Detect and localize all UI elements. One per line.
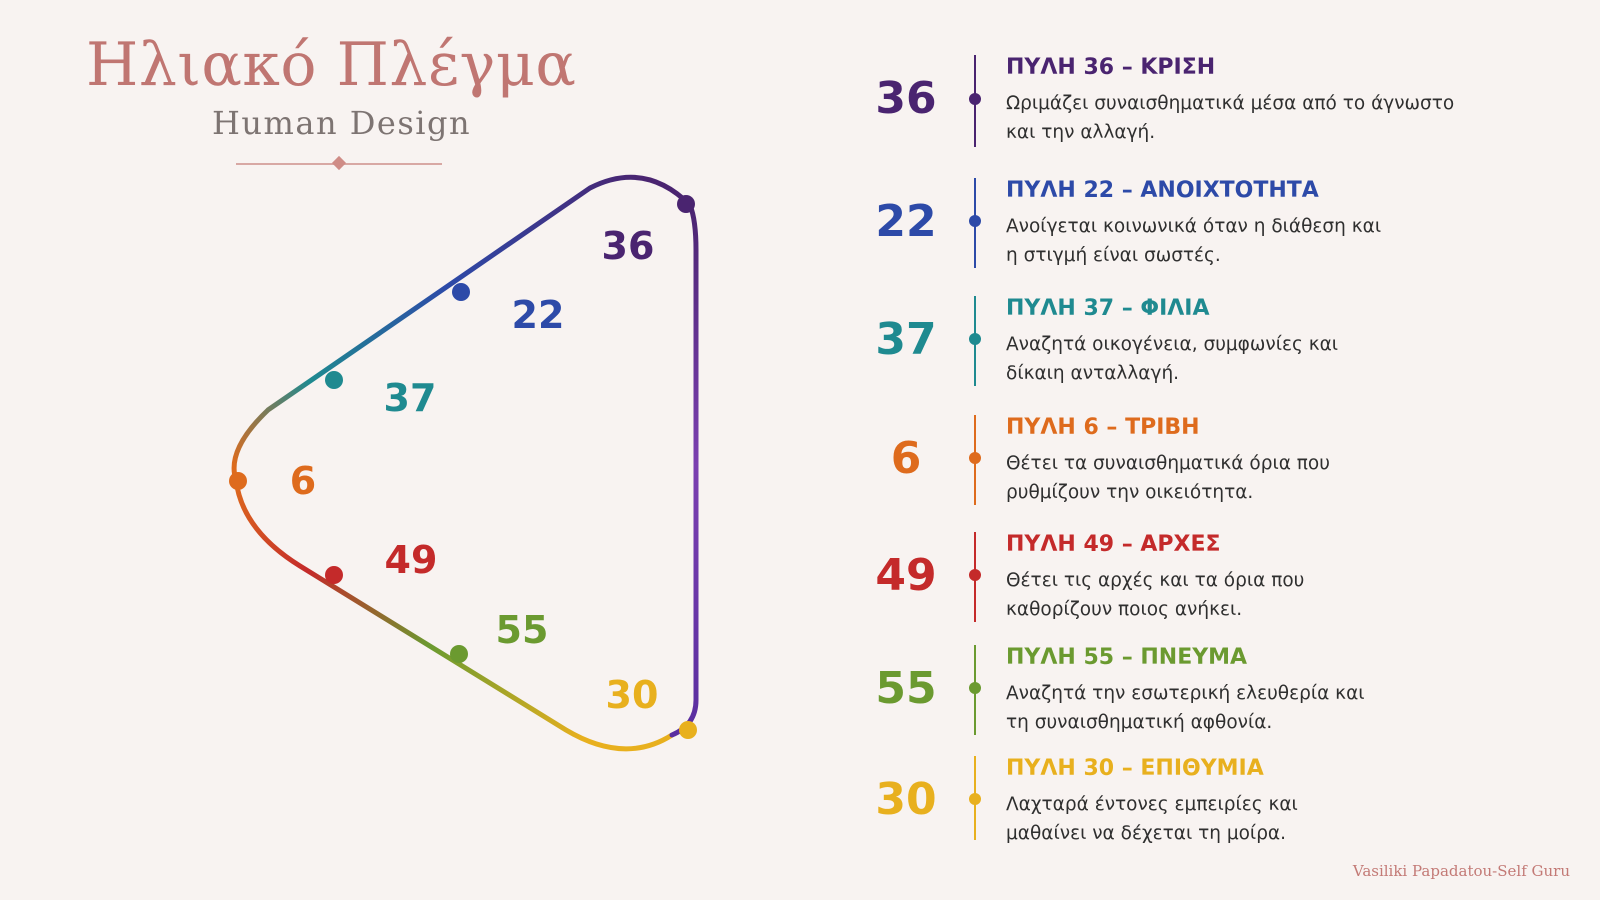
gate-description-line: ρυθμίζουν την οικειότητα. bbox=[1006, 482, 1254, 503]
diagram-label-37: 37 bbox=[384, 376, 437, 420]
diagram-edge-top bbox=[231, 174, 693, 483]
gate-timeline-dot bbox=[969, 793, 981, 805]
gate-item-22: 22 ΠΥΛΗ 22 – ΑΝΟΙΧΤΟΤΗΤΑ Ανοίγεται κοινω… bbox=[860, 178, 1560, 278]
gate-title: ΠΥΛΗ 22 – ΑΝΟΙΧΤΟΤΗΤΑ bbox=[1006, 178, 1319, 203]
gate-description-line: Αναζητά την εσωτερική ελευθερία και bbox=[1006, 683, 1365, 704]
gate-22-dot bbox=[452, 283, 470, 301]
gate-title: ΠΥΛΗ 6 – ΤΡΙΒΗ bbox=[1006, 415, 1200, 440]
page-subtitle: Human Design bbox=[212, 104, 472, 142]
gate-number: 22 bbox=[875, 196, 937, 247]
gate-number: 55 bbox=[875, 663, 937, 714]
gate-37-dot bbox=[325, 371, 343, 389]
gate-timeline-dot bbox=[969, 333, 981, 345]
diagram-label-55: 55 bbox=[496, 608, 549, 652]
gate-number: 37 bbox=[875, 314, 937, 365]
gate-title: ΠΥΛΗ 37 – ΦΙΛΙΑ bbox=[1006, 296, 1210, 321]
diagram-label-36: 36 bbox=[602, 224, 655, 268]
gate-6-dot bbox=[229, 472, 247, 490]
gate-item-30: 30 ΠΥΛΗ 30 – ΕΠΙΘΥΜΙΑ Λαχταρά έντονες εμ… bbox=[860, 756, 1560, 856]
gate-item-37: 37 ΠΥΛΗ 37 – ΦΙΛΙΑ Αναζητά οικογένεια, σ… bbox=[860, 296, 1560, 396]
gate-title: ΠΥΛΗ 49 – ΑΡΧΕΣ bbox=[1006, 532, 1221, 557]
diagram-label-49: 49 bbox=[385, 538, 438, 582]
gate-number: 49 bbox=[875, 550, 937, 601]
gate-description-line: δίκαιη ανταλλαγή. bbox=[1006, 363, 1180, 384]
gate-description: Θέτει τις αρχές και τα όρια που καθορίζο… bbox=[1006, 566, 1304, 624]
gate-title: ΠΥΛΗ 36 – ΚΡΙΣΗ bbox=[1006, 55, 1216, 80]
gate-item-49: 49 ΠΥΛΗ 49 – ΑΡΧΕΣ Θέτει τις αρχές και τ… bbox=[860, 532, 1560, 632]
gate-item-36: 36 ΠΥΛΗ 36 – ΚΡΙΣΗ Ωριμάζει συναισθηματι… bbox=[860, 55, 1560, 155]
gate-description: Αναζητά την εσωτερική ελευθερία και τη σ… bbox=[1006, 679, 1365, 737]
gate-timeline-dot bbox=[969, 93, 981, 105]
diagram-label-30: 30 bbox=[606, 673, 659, 717]
gate-description: Θέτει τα συναισθηματικά όρια που ρυθμίζο… bbox=[1006, 449, 1330, 507]
diagram-label-22: 22 bbox=[512, 293, 565, 337]
gate-description-line: τη συναισθηματική αφθονία. bbox=[1006, 712, 1273, 733]
gate-description-line: η στιγμή είναι σωστές. bbox=[1006, 245, 1221, 266]
gate-description: Λαχταρά έντονες εμπειρίες και μαθαίνει ν… bbox=[1006, 790, 1298, 848]
diagram-label-6: 6 bbox=[290, 459, 316, 503]
gate-item-6: 6 ΠΥΛΗ 6 – ΤΡΙΒΗ Θέτει τα συναισθηματικά… bbox=[860, 415, 1560, 515]
gate-description-line: και την αλλαγή. bbox=[1006, 122, 1156, 143]
diagram-edge-right bbox=[669, 202, 699, 738]
gate-description: Αναζητά οικογένεια, συμφωνίες και δίκαιη… bbox=[1006, 330, 1338, 388]
gate-description: Ανοίγεται κοινωνικά όταν η διάθεση και η… bbox=[1006, 212, 1381, 270]
gate-timeline-dot bbox=[969, 215, 981, 227]
gate-timeline-dot bbox=[969, 569, 981, 581]
gate-item-55: 55 ΠΥΛΗ 55 – ΠΝΕΥΜΑ Αναζητά την εσωτερικ… bbox=[860, 645, 1560, 745]
gate-description-line: καθορίζουν ποιος ανήκει. bbox=[1006, 599, 1243, 620]
gate-49-dot bbox=[325, 566, 343, 584]
gate-number: 36 bbox=[875, 73, 937, 124]
gate-timeline-dot bbox=[969, 452, 981, 464]
gate-description-line: Θέτει τα συναισθηματικά όρια που bbox=[1006, 453, 1330, 474]
gate-title: ΠΥΛΗ 55 – ΠΝΕΥΜΑ bbox=[1006, 645, 1248, 670]
author-signature: Vasiliki Papadatou-Self Guru bbox=[1352, 862, 1570, 880]
gate-description-line: Λαχταρά έντονες εμπειρίες και bbox=[1006, 794, 1298, 815]
gate-30-dot bbox=[679, 721, 697, 739]
gate-36-dot bbox=[677, 195, 695, 213]
gate-description-line: Αναζητά οικογένεια, συμφωνίες και bbox=[1006, 334, 1339, 355]
gate-55-dot bbox=[450, 645, 468, 663]
diagram-edge-bottom bbox=[233, 477, 675, 752]
gate-description: Ωριμάζει συναισθηματικά μέσα από το άγνω… bbox=[1006, 89, 1454, 147]
gate-number: 30 bbox=[875, 774, 937, 825]
page-title: Ηλιακό Πλέγμα bbox=[86, 30, 577, 100]
gate-description-line: Θέτει τις αρχές και τα όρια που bbox=[1006, 570, 1305, 591]
gate-description-line: μαθαίνει να δέχεται τη μοίρα. bbox=[1006, 823, 1287, 844]
gate-title: ΠΥΛΗ 30 – ΕΠΙΘΥΜΙΑ bbox=[1006, 756, 1264, 781]
gate-timeline-dot bbox=[969, 682, 981, 694]
gate-description-line: Ωριμάζει συναισθηματικά μέσα από το άγνω… bbox=[1006, 93, 1455, 114]
gate-number: 6 bbox=[890, 433, 922, 484]
gate-description-line: Ανοίγεται κοινωνικά όταν η διάθεση και bbox=[1006, 216, 1382, 237]
